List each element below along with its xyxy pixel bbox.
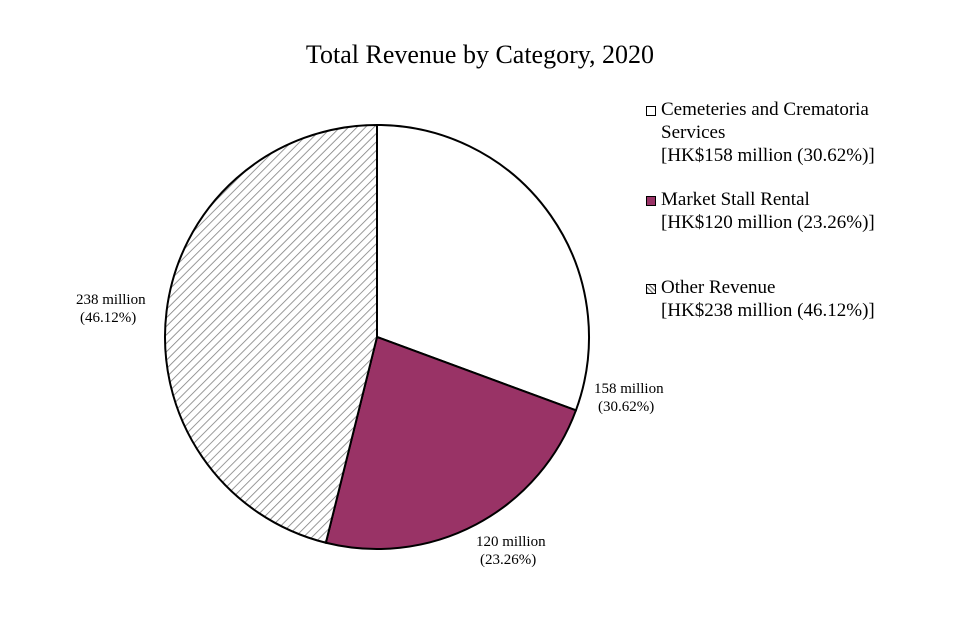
legend-item-market-stall: Market Stall Rental [HK$120 million (23.… (646, 188, 966, 234)
legend-swatch-white (646, 106, 656, 116)
slice-percent: (46.12%) (80, 310, 137, 326)
legend-detail: [HK$120 million (23.26%)] (661, 212, 875, 233)
legend-label: Cemeteries and Crematoria Services (661, 99, 869, 143)
slice-percent: (23.26%) (480, 552, 537, 568)
slice-label-market-stall: 120 million (23.26%) (476, 533, 546, 569)
legend-item-cemeteries: Cemeteries and Crematoria Services [HK$1… (646, 98, 966, 167)
slice-label-other: 238 million (46.12%) (76, 291, 146, 327)
legend-label: Other Revenue (661, 277, 776, 298)
slice-value: 238 million (76, 292, 146, 308)
legend-swatch-maroon (646, 196, 656, 206)
pie-slice-market-stall (324, 335, 578, 550)
legend-detail: [HK$158 million (30.62%)] (661, 145, 875, 166)
slice-percent: (30.62%) (598, 399, 655, 415)
legend-swatch-hatched (646, 284, 656, 294)
pie-slice-other (164, 123, 378, 544)
legend: Cemeteries and Crematoria Services [HK$1… (646, 98, 966, 322)
legend-label: Market Stall Rental (661, 189, 810, 210)
legend-item-other: Other Revenue [HK$238 million (46.12%)] (646, 276, 966, 322)
pie-slice-cemeteries (376, 123, 590, 412)
slice-value: 158 million (594, 381, 664, 397)
pie-slices (164, 123, 590, 550)
slice-label-cemeteries: 158 million (30.62%) (594, 380, 664, 416)
legend-detail: [HK$238 million (46.12%)] (661, 300, 875, 321)
slice-value: 120 million (476, 534, 546, 550)
chart-title: Total Revenue by Category, 2020 (305, 40, 655, 69)
